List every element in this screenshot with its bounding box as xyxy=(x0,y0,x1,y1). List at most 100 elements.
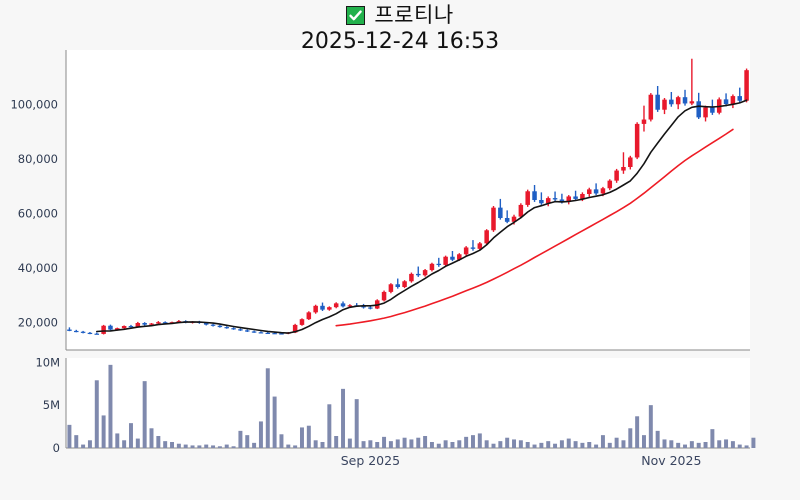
candle-body xyxy=(532,191,537,200)
volume-bar xyxy=(689,441,694,448)
page-title: 프로티나 xyxy=(374,3,454,27)
candlestick xyxy=(641,105,647,132)
volume-bar xyxy=(224,444,229,448)
candle-body xyxy=(737,96,742,101)
price-y-tick-label: 80,000 xyxy=(18,152,58,166)
volume-bar xyxy=(94,380,99,448)
volume-y-tick-label: 10M xyxy=(35,355,60,369)
volume-bar xyxy=(655,430,660,448)
candlestick xyxy=(744,68,749,103)
candlestick xyxy=(573,190,578,201)
candle-body xyxy=(388,284,394,292)
candlestick xyxy=(217,324,223,328)
candle-body xyxy=(156,322,161,324)
candlestick xyxy=(101,324,106,335)
candle-body xyxy=(279,333,284,335)
candlestick xyxy=(689,58,695,106)
candlestick xyxy=(395,278,400,289)
volume-bar xyxy=(505,437,510,448)
volume-bar xyxy=(676,442,681,448)
price-y-tick-label: 100,000 xyxy=(10,98,58,112)
candlestick xyxy=(142,322,147,326)
candle-body xyxy=(525,191,530,205)
candlestick xyxy=(484,229,489,245)
candle-body xyxy=(648,94,654,120)
candlestick xyxy=(477,242,483,251)
candle-body xyxy=(628,157,633,167)
volume-bar xyxy=(464,436,469,448)
volume-bar xyxy=(149,428,154,448)
candle-body xyxy=(463,247,469,255)
candlestick xyxy=(634,122,640,160)
candle-body xyxy=(210,324,216,326)
volume-bar xyxy=(566,438,571,448)
candle-body xyxy=(587,189,592,194)
volume-bar xyxy=(101,415,106,448)
volume-bar xyxy=(594,444,599,448)
volume-bar xyxy=(539,442,544,448)
candlestick xyxy=(80,330,86,334)
candlestick xyxy=(648,93,654,122)
volume-bar xyxy=(423,436,428,448)
volume-bar xyxy=(457,440,462,448)
candlestick xyxy=(723,93,729,107)
candlestick xyxy=(333,302,339,309)
candlestick xyxy=(409,272,414,283)
title-row: 프로티나 xyxy=(0,2,800,28)
candle-body xyxy=(429,263,435,271)
candlestick xyxy=(737,87,742,104)
volume-bar xyxy=(87,440,92,448)
volume-bar xyxy=(621,440,626,448)
volume-bar xyxy=(498,441,503,448)
candlestick xyxy=(669,92,674,107)
x-tick-label: Nov 2025 xyxy=(641,453,701,468)
volume-bar xyxy=(683,444,688,448)
candle-body xyxy=(450,256,455,260)
candlestick xyxy=(416,266,421,277)
candle-body xyxy=(402,281,407,287)
volume-bar xyxy=(546,441,551,448)
volume-bar xyxy=(81,444,86,448)
volume-bar xyxy=(416,437,421,448)
candle-body xyxy=(361,306,366,308)
volume-bar xyxy=(518,440,523,448)
candle-body xyxy=(162,322,168,324)
candlestick xyxy=(265,332,271,335)
volume-bar xyxy=(334,436,339,448)
candlestick xyxy=(443,255,448,266)
volume-bar xyxy=(635,416,640,448)
candle-body xyxy=(203,323,209,325)
candlestick xyxy=(210,323,216,327)
volume-bar xyxy=(388,441,393,448)
volume-bar xyxy=(74,435,79,448)
price-y-tick-label: 20,000 xyxy=(18,316,58,330)
volume-bar xyxy=(204,444,209,448)
volume-bar xyxy=(409,439,414,448)
timestamp-label: 2025-12-24 16:53 xyxy=(300,29,500,54)
volume-bar xyxy=(436,443,441,448)
volume-bar xyxy=(211,445,216,448)
volume-bar xyxy=(67,424,72,448)
candle-body xyxy=(498,207,503,218)
candle-body xyxy=(580,194,585,199)
candle-body xyxy=(409,273,414,282)
volume-bar xyxy=(142,381,147,448)
volume-bar xyxy=(245,435,250,448)
candle-body xyxy=(272,333,277,335)
candle-body xyxy=(306,312,312,320)
candle-body xyxy=(730,96,736,104)
volume-bar xyxy=(238,430,243,448)
candlestick xyxy=(628,155,633,170)
volume-bar xyxy=(190,445,195,448)
candle-body xyxy=(67,329,72,331)
volume-bar xyxy=(717,440,722,448)
volume-bar xyxy=(163,441,168,448)
candle-body xyxy=(142,323,147,325)
candle-body xyxy=(251,331,257,333)
candle-body xyxy=(74,330,79,333)
candle-body xyxy=(675,97,681,105)
candlestick xyxy=(607,179,613,191)
candlestick xyxy=(675,95,681,110)
candle-body xyxy=(231,328,236,330)
